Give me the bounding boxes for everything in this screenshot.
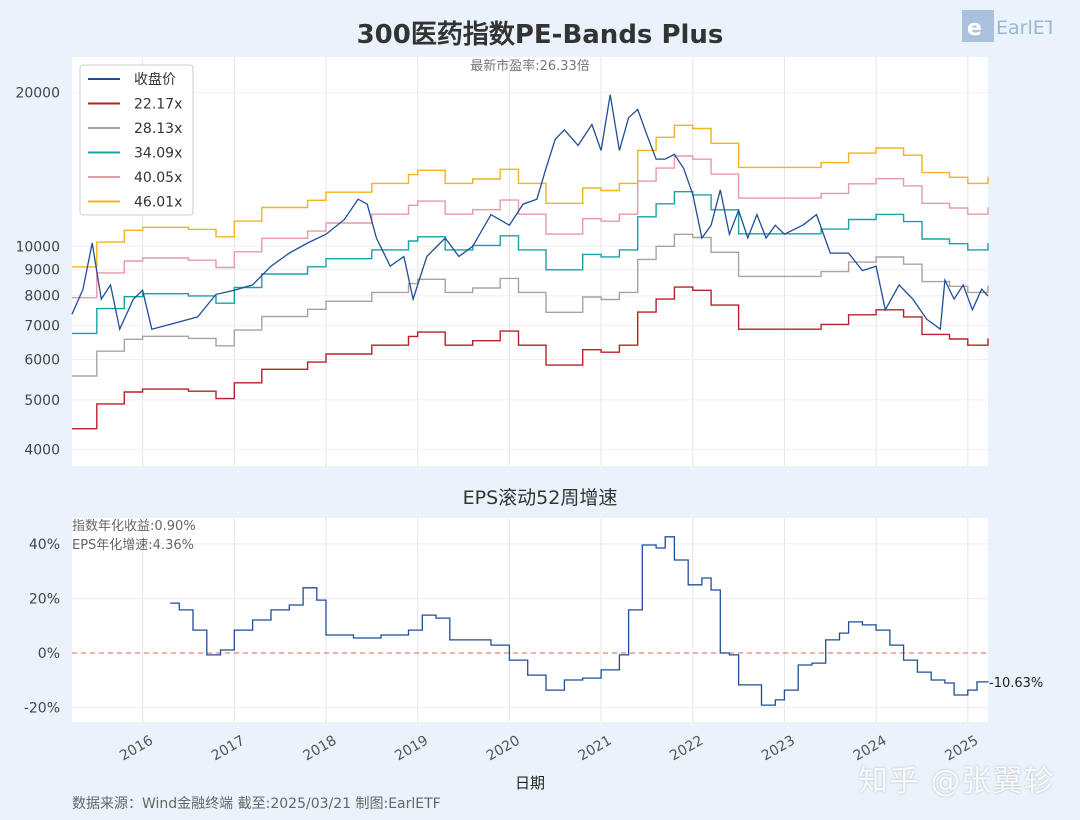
x-tick-label: 2023	[759, 733, 798, 765]
index-annual-return: 指数年化收益:0.90%	[72, 519, 196, 534]
band-line-28.13x	[72, 233, 989, 377]
legend-label: 收盘价	[134, 71, 176, 88]
band-line-40.05x	[72, 155, 989, 299]
x-axis-label: 日期	[514, 774, 545, 792]
y-tick-label: 8000	[24, 289, 60, 305]
y-tick-label: -20%	[24, 701, 60, 717]
eps-growth-chart: -20% 0% 20% 40% 2016 2017 2018 2019 2020 2021 202…	[24, 518, 1043, 765]
x-tick-label: 2022	[667, 733, 706, 765]
latest-pe-annotation: 最新市盈率:26.33倍	[470, 58, 590, 74]
band-line-46.01x	[72, 124, 989, 268]
legend-label: 22.17x	[134, 97, 182, 113]
eps-chart-title: EPS滚动52周增速	[462, 487, 618, 509]
band-line-22.17x	[72, 286, 989, 430]
pe-bands-chart: 4000 5000 6000 7000 8000 9000 10000 20000 最新市盈率…	[15, 57, 989, 466]
plot-area	[72, 57, 988, 466]
y-tick-label: 7000	[24, 318, 60, 334]
eps-annual-growth: EPS年化增速:4.36%	[72, 538, 194, 553]
legend: 收盘价 22.17x 28.13x 34.09x 40.05x 46.01x	[79, 64, 194, 216]
y-tick-label: 40%	[29, 537, 60, 553]
y-tick-label: 4000	[24, 442, 60, 458]
y-tick-label: 9000	[24, 263, 60, 279]
y-tick-label: 5000	[24, 393, 60, 409]
x-tick-label: 2020	[484, 733, 523, 765]
legend-label: 34.09x	[134, 146, 182, 162]
y-tick-label: 6000	[24, 352, 60, 368]
footer-source: 数据来源：Wind金融终端 截至:2025/03/21 制图:EarlETF	[72, 796, 441, 812]
y-tick-label: 20%	[29, 591, 60, 607]
legend-label: 40.05x	[134, 170, 182, 186]
x-tick-label: 2019	[392, 733, 431, 765]
eps-growth-line	[170, 536, 989, 706]
legend-label: 28.13x	[134, 121, 182, 137]
y-tick-label: 0%	[38, 646, 60, 662]
svg-text:EarlETF: EarlETF	[996, 17, 1052, 39]
y-tick-label: 20000	[15, 86, 60, 102]
y-tick-label: 10000	[15, 239, 60, 255]
close-price-line	[71, 94, 989, 332]
legend-label: 46.01x	[134, 195, 182, 211]
x-tick-label: 2016	[117, 733, 156, 765]
earletf-logo: e EarlETF	[962, 10, 1067, 42]
x-tick-label: 2021	[576, 733, 615, 765]
watermark: 知乎 @张翼轸	[858, 764, 1055, 799]
latest-growth-label: -10.63%	[989, 676, 1043, 691]
x-tick-label: 2017	[209, 733, 248, 765]
logo-mark-icon: e EarlETF	[962, 10, 1067, 42]
svg-text:e: e	[967, 16, 982, 41]
plot-area-bottom	[72, 518, 988, 722]
x-tick-label: 2018	[301, 733, 340, 765]
chart-title: 300医药指数PE-Bands Plus	[356, 20, 724, 50]
